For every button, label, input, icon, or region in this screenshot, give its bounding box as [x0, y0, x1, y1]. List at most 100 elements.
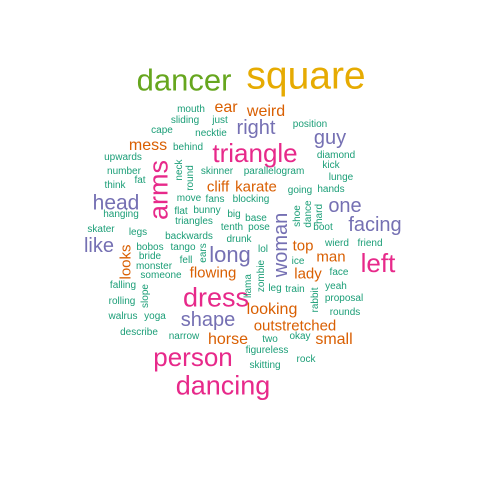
word-outstretched: outstretched: [253, 317, 337, 335]
word-rock: rock: [296, 354, 316, 365]
word-mouth: mouth: [177, 104, 205, 115]
word-necktie: necktie: [195, 128, 227, 139]
word-just: just: [212, 115, 228, 126]
word-llama: llama: [243, 274, 254, 298]
word-looking: looking: [246, 301, 298, 318]
word-top: top: [292, 237, 314, 255]
word-bobos: bobos: [136, 242, 164, 253]
word-woman: woman: [270, 212, 292, 278]
word-skinner: skinner: [200, 166, 234, 177]
word-yeah: yeah: [325, 281, 347, 292]
word-fans: fans: [205, 194, 225, 205]
word-behind: behind: [172, 142, 204, 153]
word-zombie: zombie: [256, 259, 267, 293]
word-head: head: [92, 191, 140, 215]
word-flat: flat: [174, 206, 188, 217]
word-someone: someone: [140, 270, 182, 281]
word-round: round: [185, 165, 196, 191]
word-guy: guy: [313, 127, 347, 149]
word-mess: mess: [128, 137, 168, 154]
word-diamond: diamond: [316, 150, 356, 161]
word-person: person: [153, 342, 233, 372]
word-big: big: [227, 209, 241, 220]
word-rabbit: rabbit: [310, 287, 321, 313]
word-drunk: drunk: [226, 234, 252, 245]
word-facing: facing: [348, 214, 402, 236]
word-square: square: [246, 54, 366, 98]
word-ice: ice: [291, 256, 305, 267]
word-walrus: walrus: [108, 311, 138, 322]
word-small: small: [315, 331, 353, 348]
word-cape: cape: [151, 125, 173, 136]
word-going: going: [287, 185, 313, 196]
word-narrow: narrow: [168, 331, 200, 342]
word-legs: legs: [128, 227, 148, 238]
word-cliff: cliff: [206, 178, 230, 196]
word-yoga: yoga: [144, 311, 166, 322]
word-triangles: triangles: [175, 216, 213, 227]
word-ears: ears: [198, 243, 209, 263]
word-looks: looks: [117, 244, 135, 280]
word-shape: shape: [180, 309, 236, 331]
word-move: move: [176, 193, 202, 204]
word-kick: kick: [322, 160, 340, 171]
word-ear: ear: [214, 99, 238, 116]
word-slope: slope: [140, 284, 151, 308]
word-monster: monster: [135, 261, 173, 272]
word-train: train: [285, 284, 305, 295]
word-upwards: upwards: [104, 152, 142, 163]
word-fat: fat: [134, 175, 146, 186]
word-triangle: triangle: [212, 138, 298, 168]
word-lunge: lunge: [328, 172, 354, 183]
word-rolling: rolling: [108, 296, 136, 307]
word-wierd: wierd: [325, 238, 349, 249]
word-horse: horse: [207, 331, 249, 348]
word-figureless: figureless: [245, 345, 289, 356]
word-hanging: hanging: [103, 209, 139, 220]
word-sliding: sliding: [170, 115, 200, 126]
word-number: number: [107, 166, 141, 177]
word-friend: friend: [357, 238, 383, 249]
word-lol: lol: [257, 244, 269, 255]
word-long: long: [209, 242, 251, 267]
word-weird: weird: [246, 103, 286, 120]
word-karate: karate: [235, 178, 277, 196]
word-hard: hard: [314, 203, 325, 225]
word-man: man: [316, 248, 346, 266]
word-left: left: [360, 248, 396, 278]
word-skater: skater: [87, 224, 115, 235]
word-flowing: flowing: [189, 264, 237, 282]
word-dancer: dancer: [136, 62, 232, 98]
word-tenth: tenth: [220, 222, 244, 233]
word-shoe: shoe: [292, 205, 303, 227]
word-right: right: [236, 117, 276, 139]
word-describe: describe: [120, 327, 158, 338]
word-dress: dress: [182, 282, 250, 313]
word-base: base: [245, 213, 267, 224]
word-hands: hands: [317, 184, 345, 195]
word-two: two: [262, 334, 278, 345]
word-bride: bride: [138, 251, 162, 262]
word-leg: leg: [268, 283, 282, 294]
word-falling: falling: [109, 280, 137, 291]
word-blocking: blocking: [232, 194, 270, 205]
word-fell: fell: [179, 255, 193, 266]
word-think: think: [104, 180, 126, 191]
word-parallelogram: parallelogram: [243, 166, 305, 177]
word-dancing: dancing: [175, 370, 271, 401]
word-arms: arms: [143, 160, 174, 220]
word-like: like: [83, 235, 115, 257]
word-one: one: [328, 195, 362, 217]
word-proposal: proposal: [324, 293, 364, 304]
word-rounds: rounds: [329, 307, 361, 318]
word-tango: tango: [170, 242, 196, 253]
word-skitting: skitting: [249, 360, 281, 371]
word-lady: lady: [294, 265, 322, 283]
word-okay: okay: [289, 331, 311, 342]
word-position: position: [292, 119, 328, 130]
word-pose: pose: [248, 222, 270, 233]
word-neck: neck: [174, 159, 185, 181]
word-bunny: bunny: [193, 205, 221, 216]
word-face: face: [329, 267, 349, 278]
